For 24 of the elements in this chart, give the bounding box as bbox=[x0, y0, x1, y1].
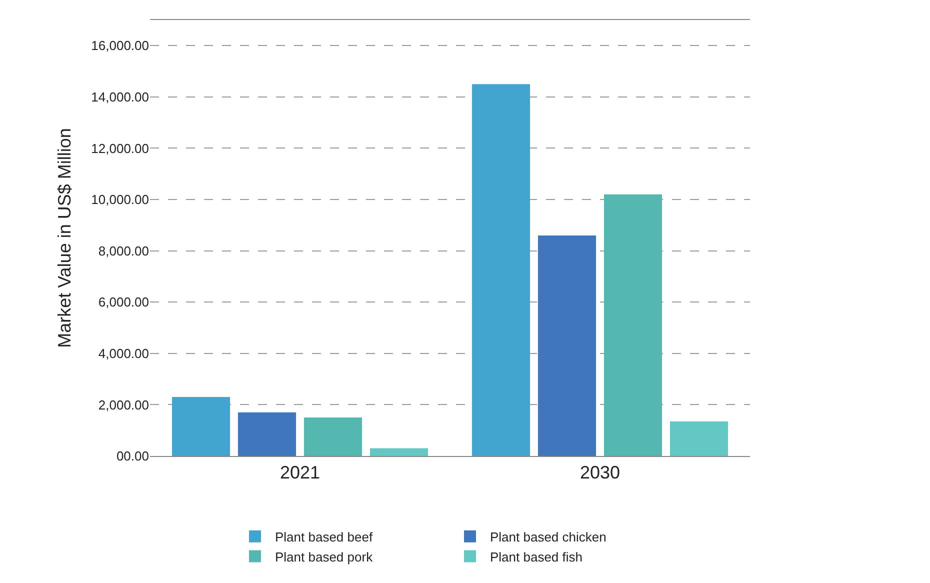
bar bbox=[238, 412, 296, 456]
bar bbox=[370, 448, 428, 456]
y-tick-label: 16,000.00 bbox=[91, 38, 149, 54]
legend-label: Plant based fish bbox=[490, 549, 583, 564]
y-tick-label: 4,000.00 bbox=[98, 346, 149, 361]
bar bbox=[472, 84, 530, 456]
bar bbox=[172, 397, 230, 456]
y-tick-label: 00.00 bbox=[116, 448, 149, 464]
y-tick-label: 12,000.00 bbox=[91, 140, 149, 156]
y-axis-title: Market Value in US$ Million bbox=[54, 128, 74, 348]
bar bbox=[670, 421, 728, 456]
y-tick-label: 2,000.00 bbox=[98, 397, 149, 412]
x-tick-label: 2021 bbox=[280, 462, 320, 483]
bar bbox=[604, 194, 662, 456]
y-tick-label: 8,000.00 bbox=[98, 243, 149, 258]
y-tick-label: 10,000.00 bbox=[91, 192, 149, 208]
x-tick-label: 2030 bbox=[580, 462, 620, 483]
bar bbox=[304, 418, 362, 456]
bar bbox=[538, 235, 596, 456]
y-tick-label: 14,000.00 bbox=[91, 89, 149, 104]
legend-label: Plant based chicken bbox=[490, 529, 606, 544]
legend-label: Plant based pork bbox=[275, 549, 374, 564]
legend-label: Plant based beef bbox=[275, 529, 373, 544]
y-tick-label: 6,000.00 bbox=[98, 294, 149, 310]
